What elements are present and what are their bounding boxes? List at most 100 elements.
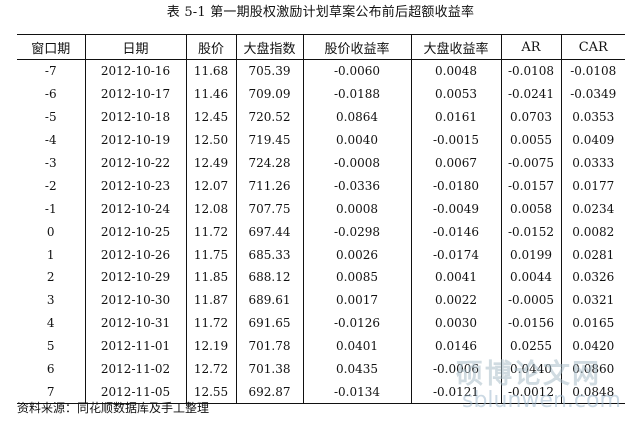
cell-market-index: 697.44 <box>235 220 303 244</box>
cell-market-return: -0.0180 <box>410 174 501 198</box>
cell-ar: 0.0703 <box>500 105 561 129</box>
cell-market-return: -0.0049 <box>410 197 501 221</box>
cell-price: 12.19 <box>185 334 236 358</box>
cell-ar: -0.0005 <box>500 288 561 312</box>
cell-price: 11.46 <box>185 82 236 106</box>
cell-car: -0.0349 <box>560 82 625 106</box>
cell-window: 5 <box>46 339 55 354</box>
cell-price: 12.72 <box>185 357 236 381</box>
cell-market-index: 720.52 <box>235 105 303 129</box>
cell-car: 0.0333 <box>560 151 625 175</box>
cell-market-return: -0.0146 <box>410 220 501 244</box>
cell-ar: 0.0199 <box>500 243 561 267</box>
data-table: 窗口期 日期 股价 大盘指数 股价收益率 大盘收益率 AR CAR -7 2012… <box>17 34 625 405</box>
cell-car: 0.0420 <box>560 334 625 358</box>
cell-stock-return: -0.0298 <box>302 220 411 244</box>
cell-window: -6 <box>44 87 57 102</box>
cell-market-return: -0.0174 <box>410 243 501 267</box>
table-row: -4 2012-10-19 12.50 719.45 0.0040 -0.0015 0.00… <box>17 128 625 152</box>
cell-window: -7 <box>44 64 57 79</box>
cell-stock-return: 0.0435 <box>302 357 411 381</box>
cell-market-return: -0.0121 <box>410 380 501 405</box>
header-price: 股价 <box>185 34 236 60</box>
cell-price: 12.55 <box>185 380 236 405</box>
table-row: 0 2012-10-25 11.72 697.44 -0.0298 -0.0146 -0.0… <box>17 220 625 244</box>
cell-stock-return: 0.0040 <box>302 128 411 152</box>
cell-ar: 0.0058 <box>500 197 561 221</box>
cell-stock-return: -0.0126 <box>302 311 411 335</box>
cell-date: 2012-10-31 <box>84 311 186 335</box>
cell-stock-return: -0.0336 <box>302 174 411 198</box>
cell-car: 0.0234 <box>560 197 625 221</box>
cell-car: -0.0108 <box>560 59 625 83</box>
cell-market-index: 707.75 <box>235 197 303 221</box>
header-car: CAR <box>560 34 625 60</box>
cell-ar: -0.0152 <box>500 220 561 244</box>
cell-date: 2012-10-17 <box>84 82 186 106</box>
cell-date: 2012-11-02 <box>84 357 186 381</box>
cell-ar: 0.0055 <box>500 128 561 152</box>
cell-date: 2012-10-19 <box>84 128 186 152</box>
cell-price: 11.68 <box>185 59 236 83</box>
cell-ar: 0.0440 <box>500 357 561 381</box>
table-row: -7 2012-10-16 11.68 705.39 -0.0060 0.0048 -0.0… <box>17 59 625 83</box>
cell-date: 2012-10-30 <box>84 288 186 312</box>
table-row: 4 2012-10-31 11.72 691.65 -0.0126 0.0030 -0.01… <box>17 311 625 335</box>
cell-ar: -0.0108 <box>500 59 561 83</box>
cell-window: 1 <box>46 247 55 262</box>
cell-market-return: 0.0053 <box>410 82 501 106</box>
cell-window: -3 <box>44 156 57 170</box>
header-date: 日期 <box>84 34 186 60</box>
cell-date: 2012-10-22 <box>84 151 186 175</box>
cell-ar: -0.0156 <box>500 311 561 335</box>
cell-price: 11.72 <box>185 311 236 335</box>
table-row: -1 2012-10-24 12.08 707.75 0.0008 -0.0049 0.00… <box>17 197 625 221</box>
cell-price: 12.45 <box>185 105 236 129</box>
cell-market-index: 701.38 <box>235 357 303 381</box>
cell-car: 0.0860 <box>560 357 625 381</box>
cell-window: -1 <box>44 201 57 216</box>
cell-market-index: 724.28 <box>235 151 303 175</box>
cell-car: 0.0177 <box>560 174 625 198</box>
cell-car: 0.0326 <box>560 266 625 289</box>
cell-stock-return: -0.0060 <box>302 59 411 83</box>
header-market-return: 大盘收益率 <box>410 34 501 60</box>
cell-market-return: -0.0006 <box>410 357 501 381</box>
cell-window: 3 <box>46 293 55 308</box>
table-header-row: 窗口期 日期 股价 大盘指数 股价收益率 大盘收益率 AR CAR <box>17 34 625 60</box>
cell-market-index: 709.09 <box>235 82 303 106</box>
cell-stock-return: 0.0864 <box>302 105 411 129</box>
cell-date: 2012-10-23 <box>84 174 186 198</box>
cell-market-return: -0.0015 <box>410 128 501 152</box>
cell-date: 2012-10-16 <box>84 59 186 83</box>
table-row: 1 2012-10-26 11.75 685.33 0.0026 -0.0174 0.019… <box>17 243 625 267</box>
table-row: -5 2012-10-18 12.45 720.52 0.0864 0.0161 0.070… <box>17 105 625 129</box>
cell-car: 0.0165 <box>560 311 625 335</box>
table-row: 2 2012-10-29 11.85 688.12 0.0085 0.0041 0.0044… <box>17 266 625 289</box>
cell-market-return: 0.0030 <box>410 311 501 335</box>
cell-car: 0.0848 <box>560 380 625 405</box>
cell-market-index: 705.39 <box>235 59 303 83</box>
cell-window: -2 <box>44 178 57 193</box>
cell-stock-return: 0.0085 <box>302 266 411 289</box>
cell-window: -4 <box>44 133 57 148</box>
cell-window: 0 <box>46 224 55 239</box>
cell-market-return: 0.0022 <box>410 288 501 312</box>
cell-market-index: 701.78 <box>235 334 303 358</box>
cell-date: 2012-10-18 <box>84 105 186 129</box>
cell-price: 12.08 <box>185 197 236 221</box>
header-stock-return: 股价收益率 <box>302 34 411 60</box>
cell-car: 0.0281 <box>560 243 625 267</box>
table-row: 7 2012-11-05 12.55 692.87 -0.0134 -0.0121 -0.0… <box>17 380 625 405</box>
cell-window: 6 <box>46 362 55 377</box>
cell-market-return: 0.0041 <box>410 266 501 289</box>
header-market-index: 大盘指数 <box>235 34 303 60</box>
cell-window: 4 <box>46 316 55 331</box>
table-row: 5 2012-11-01 12.19 701.78 0.0401 0.0146 0.0255… <box>17 334 625 358</box>
cell-ar: -0.0157 <box>500 174 561 198</box>
cell-stock-return: -0.0008 <box>302 151 411 175</box>
cell-ar: -0.0012 <box>500 380 561 405</box>
cell-stock-return: 0.0017 <box>302 288 411 312</box>
cell-market-index: 719.45 <box>235 128 303 152</box>
